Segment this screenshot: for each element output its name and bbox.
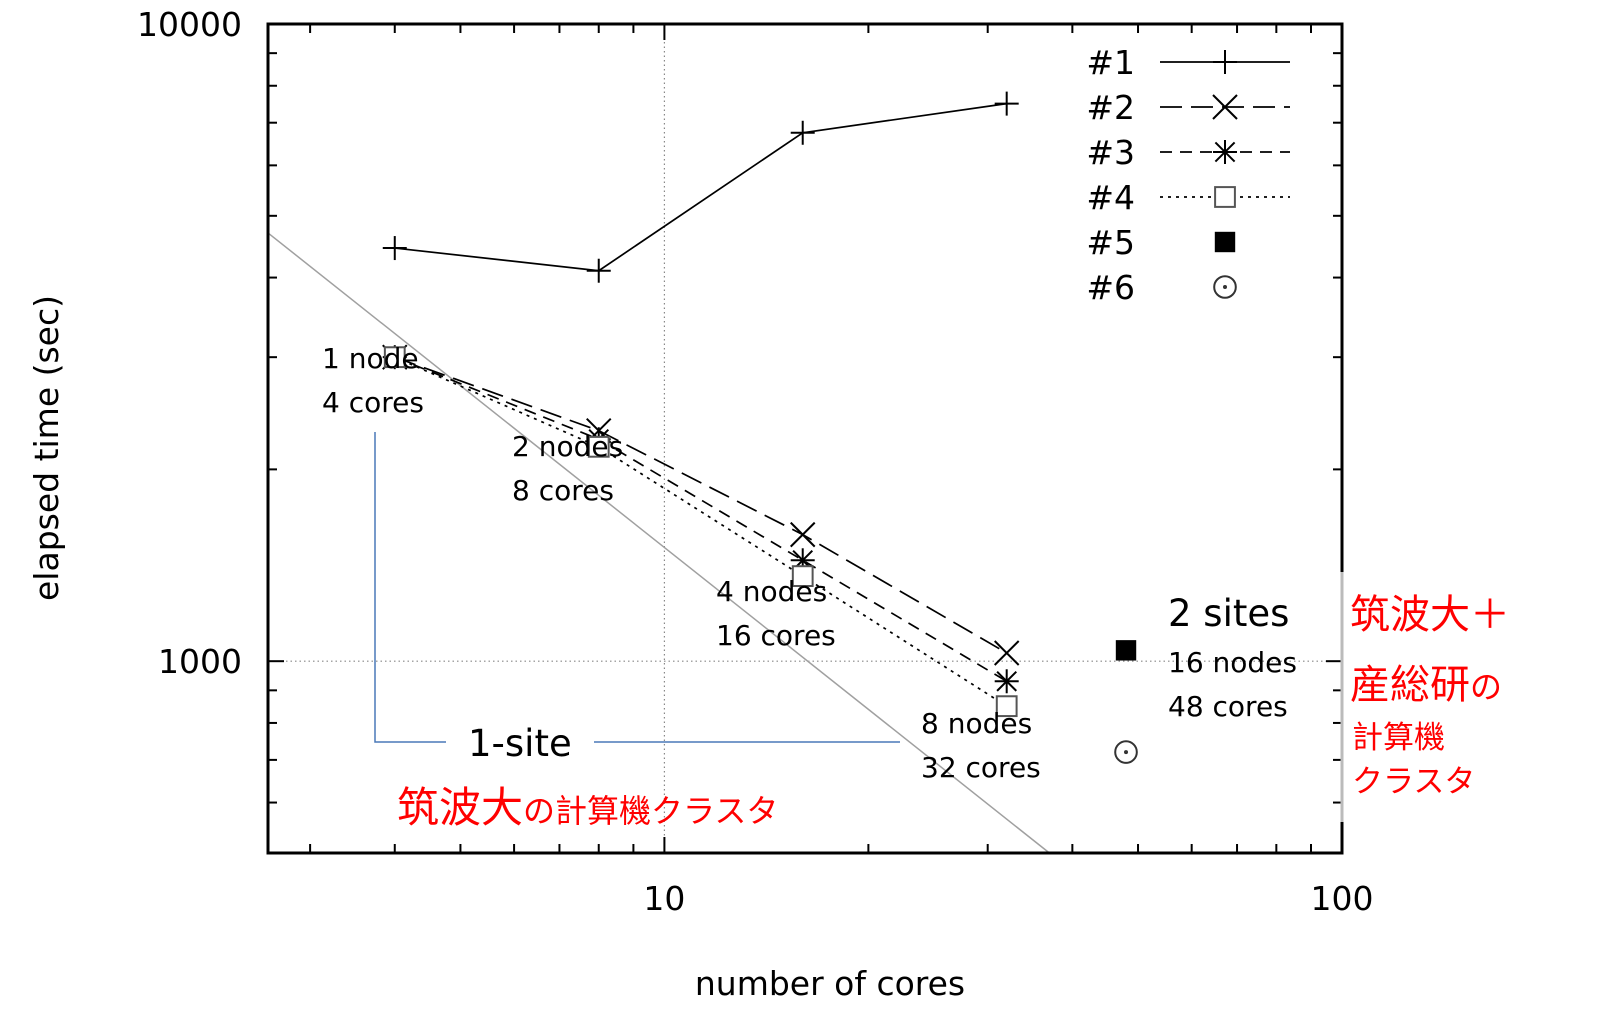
marker-open-square — [1214, 186, 1236, 208]
annotation-2-sites: 2 sites — [1168, 592, 1289, 635]
reference-line — [267, 232, 1050, 854]
legend-entry: #1 — [1086, 43, 1290, 82]
marker-box — [995, 695, 1018, 718]
marker-box — [1214, 231, 1236, 253]
annotation-4-nodes: 4 nodes — [716, 575, 827, 608]
marker-dot — [1124, 750, 1129, 755]
legend-label: #1 — [1086, 43, 1135, 82]
annotation-1-site: 1-site — [468, 722, 572, 765]
axis-ticks — [268, 23, 1343, 854]
tick-labels: 10 100 1000 10000 — [137, 5, 1373, 918]
annotation-16-cores: 16 cores — [716, 619, 836, 652]
series-5 — [1115, 640, 1137, 661]
series-line — [394, 356, 1008, 707]
marker-x — [993, 640, 1020, 666]
marker-stroke — [996, 670, 1018, 692]
marker-x — [1212, 94, 1238, 120]
marker-open-square — [383, 346, 406, 369]
x-tick-label: 100 — [1311, 879, 1374, 918]
marker-plus — [1213, 50, 1237, 74]
annotation-tsukuba-big: 筑波大 — [397, 783, 523, 832]
marker-stroke — [790, 521, 816, 548]
legend-label: #4 — [1086, 178, 1135, 217]
marker-stroke — [1214, 141, 1236, 163]
marker-filled-square — [1214, 231, 1236, 253]
marker-open-square — [995, 695, 1018, 718]
series-1 — [382, 91, 1019, 283]
annotation-tsukuba-cluster: 筑波大の計算機クラスタ — [397, 783, 778, 832]
series-line — [394, 102, 1007, 272]
annotation-right-line2-small: の — [1470, 668, 1502, 706]
legend-entry: #3 — [1086, 133, 1290, 172]
legend-label: #3 — [1086, 133, 1135, 172]
annotation-1-node: 1 node — [322, 342, 419, 375]
series-layer — [382, 91, 1138, 764]
marker-box — [587, 435, 610, 458]
marker-dot — [1223, 285, 1227, 289]
marker-box — [791, 565, 814, 587]
legend-label: #6 — [1086, 268, 1135, 307]
legend-entry: #6 — [1086, 268, 1237, 307]
annotation-right-line2: 産総研の — [1350, 662, 1502, 708]
annotation-16-nodes: 16 nodes — [1168, 646, 1297, 679]
marker-plus — [994, 91, 1019, 116]
marker-box — [1214, 186, 1236, 208]
annotation-2-nodes: 2 nodes — [512, 430, 623, 463]
legend: #1 #2 #3 #4 #5 #6 — [1086, 43, 1290, 307]
marker-plus — [382, 236, 407, 261]
legend-entry: #4 — [1086, 178, 1290, 217]
x-tick-label: 10 — [643, 879, 685, 918]
series-line — [394, 356, 1008, 654]
x-axis-title: number of cores — [695, 964, 965, 1003]
series-6 — [1114, 740, 1138, 764]
series-4 — [383, 346, 1018, 718]
legend-label: #5 — [1086, 223, 1135, 262]
marker-asterisk — [1213, 140, 1237, 164]
series-3 — [382, 345, 1019, 694]
marker-open-circle — [1114, 740, 1138, 764]
one-site-bracket — [374, 432, 900, 743]
annotation-8-nodes: 8 nodes — [921, 707, 1032, 740]
annotation-right-line1: 筑波大＋ — [1350, 592, 1510, 638]
marker-box — [1115, 640, 1137, 661]
annotation-4-cores: 4 cores — [322, 386, 424, 419]
marker-plus — [790, 120, 815, 145]
bracket-left-line — [374, 432, 446, 743]
marker-open-circle — [1213, 275, 1237, 299]
annotation-32-cores: 32 cores — [921, 751, 1041, 784]
series-line — [394, 356, 1008, 683]
legend-entry: #5 — [1086, 223, 1236, 262]
marker-box — [383, 346, 406, 369]
marker-stroke — [1212, 94, 1238, 120]
legend-label: #2 — [1086, 88, 1135, 127]
plot-frame — [266, 22, 1344, 855]
annotation-right-line4: クラスタ — [1352, 764, 1475, 800]
legend-entry: #2 — [1086, 88, 1290, 127]
marker-open-square — [791, 565, 814, 587]
reference-line-layer — [267, 232, 1050, 854]
marker-x — [790, 521, 816, 548]
marker-plus — [586, 258, 611, 283]
annotation-48-cores: 48 cores — [1168, 690, 1288, 723]
annotation-8-cores: 8 cores — [512, 474, 614, 507]
annotation-right-line3: 計算機 — [1352, 720, 1445, 756]
y-tick-label: 1000 — [158, 642, 242, 681]
annotation-right-line2-big: 産総研 — [1350, 662, 1470, 708]
marker-asterisk — [994, 669, 1019, 694]
marker-filled-square — [1115, 640, 1137, 661]
y-tick-label: 10000 — [137, 5, 242, 44]
marker-open-square — [587, 435, 610, 458]
annotation-tsukuba-small: の計算機クラスタ — [523, 792, 778, 830]
grid-lines — [268, 24, 1342, 853]
marker-stroke — [993, 640, 1020, 666]
y-axis-title: elapsed time (sec) — [27, 295, 66, 601]
